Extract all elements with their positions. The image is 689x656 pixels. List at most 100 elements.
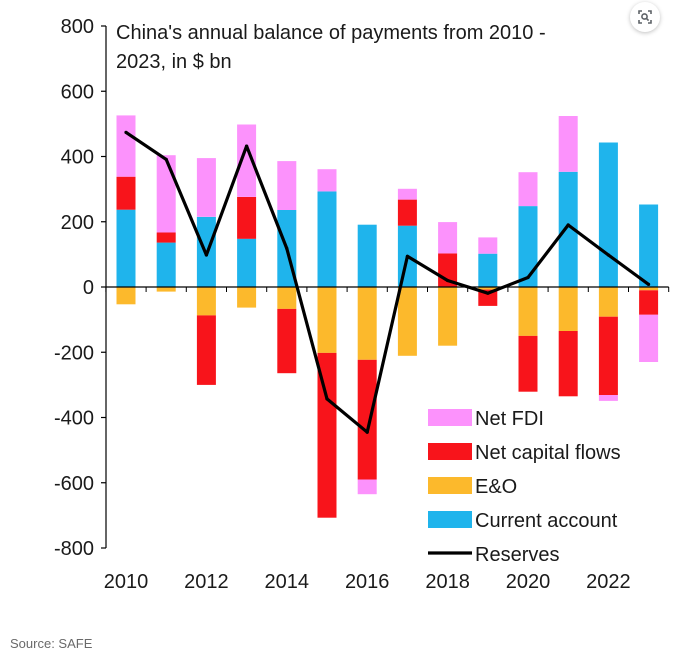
bar-net-capital-flows-2021	[558, 331, 578, 397]
point-reserves-2010	[124, 130, 128, 134]
point-reserves-2021	[566, 223, 570, 227]
x-tick-label: 2010	[104, 571, 149, 593]
bar-net-capital-flows-2013	[237, 197, 257, 239]
bar-e-o-2013	[237, 287, 257, 308]
bar-e-o-2015	[317, 287, 337, 353]
x-tick-label: 2020	[506, 571, 551, 593]
bar-net-fdi-2016	[357, 479, 377, 495]
legend-label-net-capital-flows: Net capital flows	[475, 442, 621, 464]
bar-e-o-2020	[518, 287, 538, 336]
bar-e-o-2014	[277, 287, 297, 309]
bar-e-o-2021	[558, 287, 578, 331]
bar-net-fdi-2014	[277, 161, 297, 210]
bar-e-o-2023	[639, 287, 659, 291]
legend-label-e-o: E&O	[475, 476, 517, 498]
bar-net-fdi-2019	[478, 237, 498, 254]
bar-e-o-2022	[598, 287, 618, 317]
bar-e-o-2018	[438, 287, 458, 346]
point-reserves-2012	[204, 253, 208, 257]
bar-e-o-2010	[116, 287, 136, 305]
bar-current-account-2020	[518, 206, 538, 287]
line-reserves	[125, 131, 650, 434]
bar-net-capital-flows-2017	[397, 199, 417, 226]
legend-label-net-fdi: Net FDI	[475, 408, 544, 430]
y-tick-label: 0	[83, 277, 94, 299]
bars-layer	[116, 115, 659, 518]
bar-net-capital-flows-2020	[518, 335, 538, 392]
bar-net-fdi-2022	[598, 395, 618, 401]
point-reserves-2018	[446, 278, 450, 283]
bar-current-account-2023	[639, 204, 659, 287]
legend-swatch-net-fdi	[428, 409, 472, 426]
point-reserves-2015	[325, 397, 329, 401]
bar-current-account-2015	[317, 191, 337, 287]
bar-net-fdi-2012	[196, 158, 216, 217]
chart-title-line-1: China's annual balance of payments from …	[116, 22, 546, 44]
y-tick-label: -600	[54, 473, 94, 495]
legend: Net FDI Net capital flows E&O Current accou…	[428, 408, 621, 566]
point-reserves-2022	[606, 253, 611, 257]
bar-current-account-2011	[156, 242, 176, 287]
point-reserves-2014	[285, 246, 289, 251]
legend-label-reserves: Reserves	[475, 544, 559, 566]
bar-net-fdi-2023	[639, 314, 659, 362]
point-reserves-2020	[526, 275, 530, 280]
image-search-icon	[638, 10, 652, 24]
bar-net-capital-flows-2016	[357, 359, 377, 480]
bar-e-o-2011	[156, 287, 176, 292]
y-tick-label: 400	[61, 147, 94, 169]
y-tick-label: -800	[54, 538, 94, 560]
bar-e-o-2012	[196, 287, 216, 316]
axes-layer: 800 600 400 200 0 -200 -400 -600 -800 2010 2012 201…	[54, 16, 670, 593]
chart-title-line-2: 2023, in $ bn	[116, 51, 232, 73]
legend-swatch-net-capital-flows	[428, 443, 472, 460]
point-reserves-2013	[245, 144, 249, 148]
bar-net-fdi-2021	[558, 116, 578, 172]
point-reserves-2016	[365, 430, 369, 434]
chart-title: China's annual balance of payments from …	[116, 22, 546, 73]
x-tick-label: 2012	[184, 571, 229, 593]
source-note: Source: SAFE	[10, 636, 93, 651]
bar-e-o-2016	[357, 287, 377, 360]
legend-label-current-account: Current account	[475, 510, 618, 532]
point-reserves-2017	[405, 254, 409, 258]
point-reserves-2019	[486, 291, 490, 295]
bar-net-capital-flows-2019	[478, 289, 498, 306]
bar-net-fdi-2013	[237, 124, 257, 197]
x-tick-label: 2018	[425, 571, 470, 593]
legend-swatch-current-account	[428, 511, 472, 528]
y-tick-label: -200	[54, 342, 94, 364]
bar-current-account-2019	[478, 253, 498, 287]
bar-current-account-2022	[598, 142, 618, 287]
bar-net-fdi-2018	[438, 222, 458, 254]
y-tick-label: 200	[61, 212, 94, 234]
point-reserves-2023	[647, 282, 651, 286]
x-tick-label: 2014	[265, 571, 310, 593]
bar-net-capital-flows-2012	[196, 315, 216, 385]
bar-net-fdi-2017	[397, 188, 417, 200]
bar-net-capital-flows-2014	[277, 308, 297, 374]
bar-net-capital-flows-2010	[116, 176, 136, 210]
bar-net-fdi-2020	[518, 172, 538, 207]
bar-e-o-2017	[397, 287, 417, 356]
bar-net-capital-flows-2023	[639, 290, 659, 315]
bar-current-account-2021	[558, 171, 578, 287]
x-tick-label: 2022	[586, 571, 631, 593]
point-reserves-2011	[164, 157, 168, 161]
bar-current-account-2013	[237, 238, 257, 287]
bar-e-o-2019	[478, 287, 498, 290]
bar-net-fdi-2011	[156, 155, 176, 233]
bar-net-fdi-2010	[116, 115, 136, 177]
bar-net-capital-flows-2022	[598, 316, 618, 395]
bar-net-capital-flows-2011	[156, 232, 176, 243]
y-tick-label: 600	[61, 81, 94, 103]
y-tick-label: 800	[61, 16, 94, 38]
reserves-line-layer	[124, 130, 651, 434]
image-search-button[interactable]	[630, 2, 660, 32]
y-tick-label: -400	[54, 408, 94, 430]
bar-current-account-2016	[357, 224, 377, 287]
bar-net-capital-flows-2015	[317, 352, 337, 518]
x-tick-label: 2016	[345, 571, 390, 593]
bar-net-fdi-2015	[317, 169, 337, 192]
